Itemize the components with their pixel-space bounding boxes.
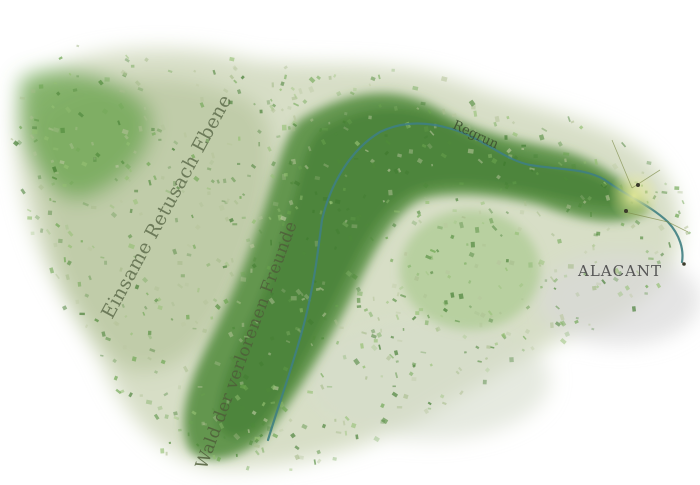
forest-band xyxy=(183,93,650,460)
city-marker-east xyxy=(682,262,686,266)
city-marker-north xyxy=(636,183,640,187)
city-marker-south xyxy=(624,209,628,213)
label-city: ALACANT xyxy=(577,262,662,280)
city-alacant-area xyxy=(608,139,689,266)
